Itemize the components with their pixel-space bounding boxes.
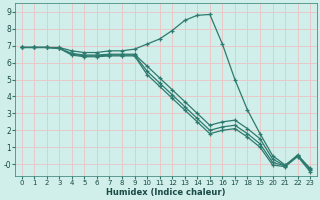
X-axis label: Humidex (Indice chaleur): Humidex (Indice chaleur): [106, 188, 226, 197]
